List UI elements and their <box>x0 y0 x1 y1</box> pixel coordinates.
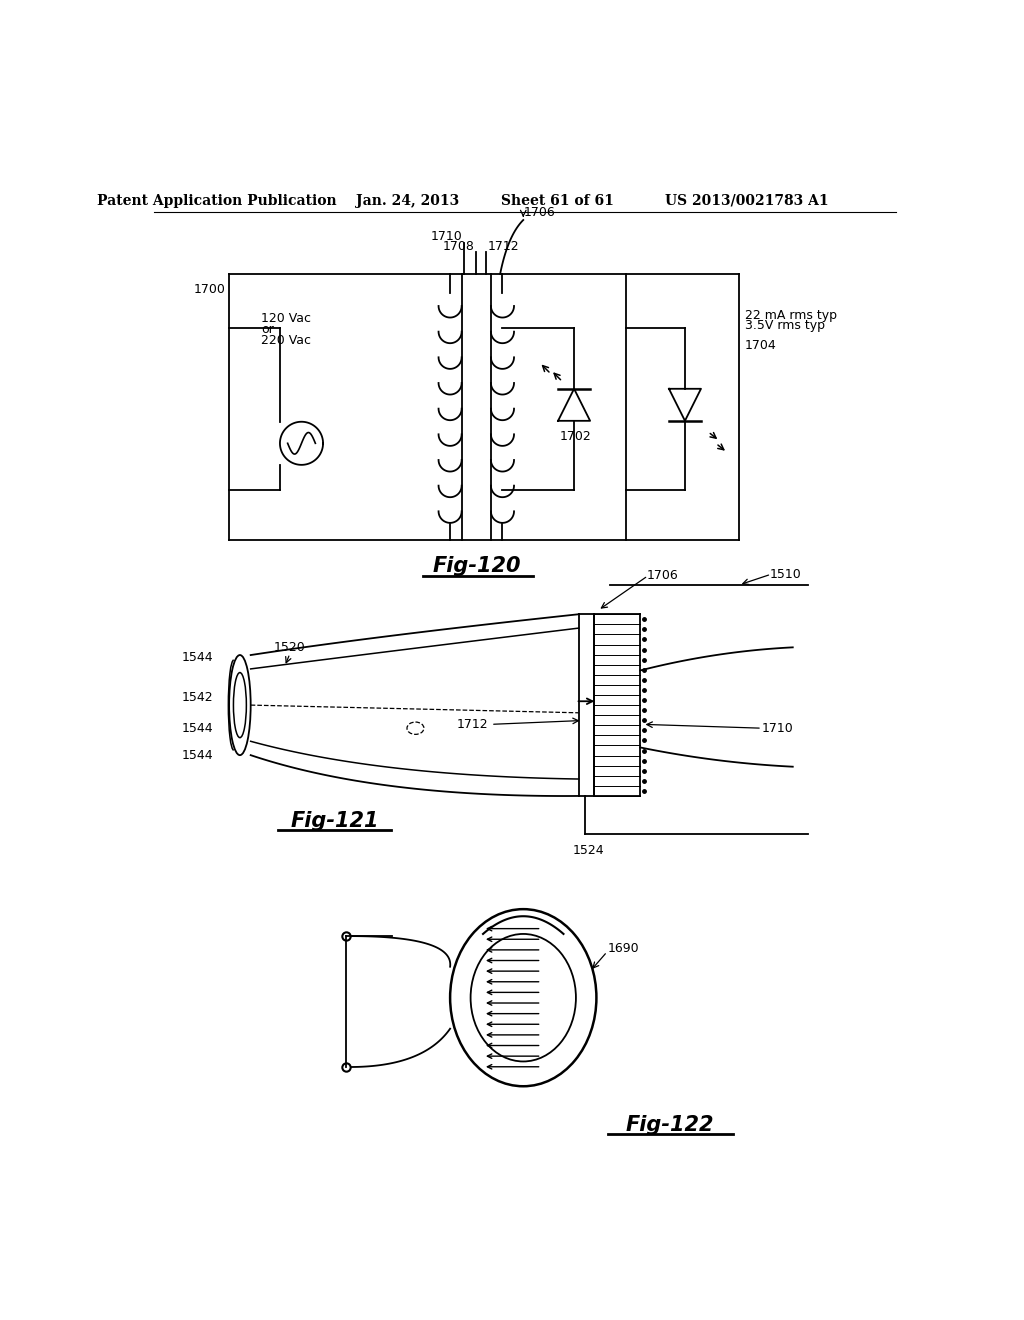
Text: 3.5V rms typ: 3.5V rms typ <box>745 319 825 333</box>
Text: 1544: 1544 <box>182 748 214 762</box>
Text: 1704: 1704 <box>745 339 777 352</box>
Text: 1700: 1700 <box>194 284 225 296</box>
Text: Fig-121: Fig-121 <box>291 810 379 830</box>
Text: 1524: 1524 <box>572 843 604 857</box>
Text: US 2013/0021783 A1: US 2013/0021783 A1 <box>665 194 828 207</box>
Text: 1520: 1520 <box>274 640 306 653</box>
Text: Fig-120: Fig-120 <box>433 557 521 577</box>
Text: 1544: 1544 <box>182 651 214 664</box>
Text: 1712: 1712 <box>457 718 488 731</box>
Text: 1712: 1712 <box>487 240 519 252</box>
Text: Fig-122: Fig-122 <box>626 1115 714 1135</box>
Text: 1542: 1542 <box>182 690 214 704</box>
Text: 22 mA rms typ: 22 mA rms typ <box>745 309 837 322</box>
Text: 1544: 1544 <box>182 722 214 735</box>
Text: 220 Vac: 220 Vac <box>261 334 311 347</box>
Text: 1706: 1706 <box>646 569 678 582</box>
Text: 1710: 1710 <box>431 231 463 243</box>
Text: Jan. 24, 2013: Jan. 24, 2013 <box>356 194 460 207</box>
Text: 1702: 1702 <box>560 430 592 444</box>
Text: 1708: 1708 <box>442 240 475 252</box>
Text: 1690: 1690 <box>607 942 639 956</box>
Text: or: or <box>261 323 274 337</box>
Text: 1706: 1706 <box>523 206 555 219</box>
Text: 1710: 1710 <box>762 722 794 735</box>
Text: Sheet 61 of 61: Sheet 61 of 61 <box>502 194 614 207</box>
Text: Patent Application Publication: Patent Application Publication <box>97 194 337 207</box>
Text: 120 Vac: 120 Vac <box>261 313 311 326</box>
Text: 1510: 1510 <box>770 568 802 581</box>
